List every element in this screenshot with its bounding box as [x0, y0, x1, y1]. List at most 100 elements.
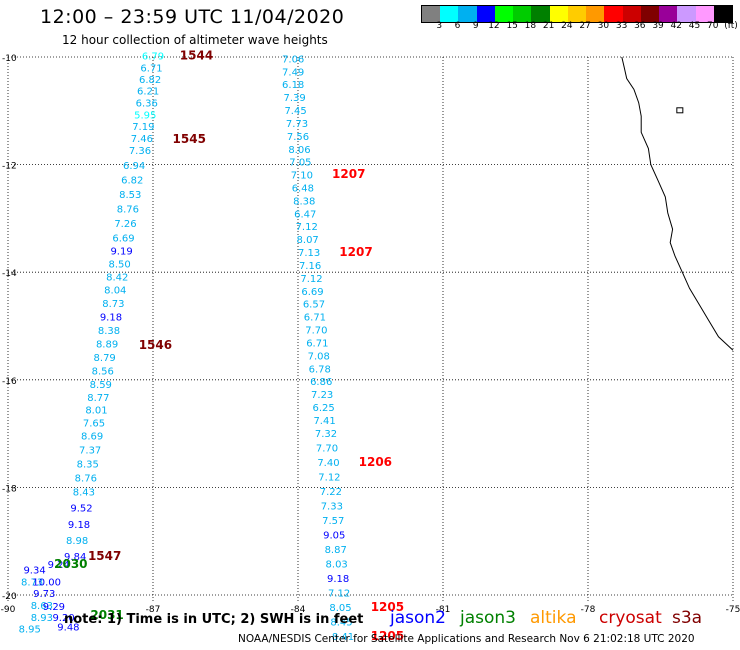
scale-label: 45 — [688, 21, 701, 31]
wave-height-value: 8.73 — [102, 299, 124, 310]
pass-time-label: 1205 — [371, 600, 404, 614]
wave-height-value: 8.69 — [81, 432, 103, 443]
lon-tick-label: -90 — [1, 605, 16, 615]
scale-swatch — [494, 6, 514, 22]
wave-height-value: 7.41 — [313, 416, 335, 427]
legend-jason3: jason3 — [460, 608, 516, 628]
scale-swatch — [622, 6, 641, 22]
wave-height-value: 7.05 — [289, 158, 311, 169]
scale-label: 39 — [652, 21, 664, 31]
wave-height-value: 8.59 — [90, 380, 112, 391]
legend-s3a: s3a — [672, 608, 703, 628]
wave-height-value: 6.48 — [292, 184, 314, 195]
lat-tick-label: -18 — [2, 484, 17, 494]
wave-height-value: 8.98 — [66, 536, 88, 547]
wave-height-value: 6.71 — [306, 338, 328, 349]
color-scale-labels: 3 6 9 12 15 18 21 24 27 30 33 36 39 42 45 70 (ft) — [421, 21, 737, 33]
wave-height-value: 8.04 — [104, 286, 126, 297]
wave-height-value: 9.05 — [323, 531, 345, 542]
wave-height-value: 6.71 — [304, 313, 326, 324]
wave-height-value: 6.94 — [123, 161, 145, 172]
wave-height-value: 8.38 — [293, 196, 315, 207]
wave-height-value: 5.95 — [134, 110, 156, 121]
wave-height-value: 7.65 — [83, 419, 105, 430]
wave-height-value: 8.07 — [297, 235, 319, 246]
scale-swatch — [677, 6, 696, 22]
wave-height-value: 9.18 — [68, 520, 90, 531]
wave-height-value: 8.79 — [94, 353, 116, 364]
map-grid — [7, 56, 734, 603]
wave-height-value: 7.12 — [328, 589, 350, 600]
wave-height-value: 7.23 — [311, 390, 333, 401]
wave-height-value: 8.63 — [31, 601, 53, 612]
wave-height-value: 7.49 — [282, 67, 304, 78]
pass-time-label: 1205 — [371, 629, 404, 643]
scale-swatch — [695, 6, 714, 22]
credit-line: NOAA/NESDIS Center for Satellite Applica… — [238, 633, 695, 645]
wave-height-value: 7.36 — [129, 146, 151, 157]
wave-height-value: 8.42 — [106, 272, 128, 283]
wave-height-value: 9.20 — [52, 613, 74, 624]
lon-tick-label: -78 — [581, 605, 596, 615]
wave-height-value: 6.18 — [282, 80, 304, 91]
wave-height-value: 6.69 — [112, 234, 134, 245]
wave-height-value: 9.84 — [64, 552, 86, 563]
scale-label: 21 — [542, 21, 555, 31]
wave-height-value: 9.24 — [48, 560, 70, 571]
scale-swatch — [604, 6, 623, 22]
lon-tick-label: -84 — [291, 605, 306, 615]
scale-label: 15 — [506, 21, 518, 31]
map-title: 12:00 – 23:59 UTC 11/04/2020 — [40, 6, 345, 28]
wave-height-value: 7.12 — [300, 274, 322, 285]
wave-height-value: 8.43 — [73, 487, 95, 498]
wave-height-value: 7.08 — [308, 351, 330, 362]
scale-swatch — [640, 6, 660, 22]
wave-height-value: 8.87 — [325, 545, 347, 556]
wave-height-value: 8.35 — [77, 459, 99, 470]
wave-height-value: 6.36 — [136, 98, 158, 109]
satellite-tracks: 6.796.716.826.216.365.957.197.467.366.94… — [19, 52, 354, 644]
wave-height-value: 8.93 — [31, 613, 53, 624]
wave-height-value: 7.13 — [298, 248, 320, 259]
wave-height-value: 6.57 — [303, 300, 325, 311]
wave-height-value: 10.00 — [32, 577, 61, 588]
scale-swatch — [659, 6, 678, 22]
wave-height-value: 7.06 — [282, 54, 304, 65]
wave-height-value: 7.10 — [291, 171, 313, 182]
scale-label: 18 — [524, 21, 537, 31]
wave-height-value: 7.45 — [284, 106, 306, 117]
scale-swatch — [713, 6, 732, 22]
wave-height-value: 6.47 — [294, 209, 316, 220]
scale-label: 9 — [472, 21, 479, 31]
scale-swatch — [586, 6, 605, 22]
scale-swatch — [513, 6, 532, 22]
wave-height-value: 8.76 — [117, 204, 139, 215]
wave-height-value: 8.77 — [87, 393, 109, 404]
pass-time-label: 1545 — [173, 132, 206, 146]
lon-tick-label: -81 — [436, 605, 451, 615]
scale-swatch — [531, 6, 550, 22]
scale-label: 27 — [579, 21, 591, 31]
wave-height-value: 9.18 — [100, 313, 122, 324]
wave-height-value: 8.56 — [92, 366, 114, 377]
wave-height-value: 9.52 — [70, 504, 92, 515]
lon-tick-label: -75 — [726, 605, 740, 615]
wave-height-value: 6.78 — [309, 364, 331, 375]
wave-height-value: 7.73 — [286, 119, 308, 130]
wave-height-value: 6.25 — [312, 403, 334, 414]
map-subtitle: 12 hour collection of altimeter wave hei… — [62, 33, 328, 47]
pass-time-label: 1207 — [332, 167, 365, 181]
wave-height-value: 9.48 — [57, 623, 79, 634]
wave-height-value: 9.34 — [23, 565, 45, 576]
pass-time-label: 2030 — [54, 557, 87, 571]
lat-tick-label: -16 — [2, 377, 17, 387]
wave-height-value: 7.70 — [316, 443, 338, 454]
lat-tick-label: -14 — [2, 269, 17, 279]
wave-height-value: 7.39 — [283, 93, 305, 104]
wave-height-value: 7.56 — [287, 132, 309, 143]
scale-label: 42 — [670, 21, 683, 31]
wave-height-value: 8.05 — [329, 603, 351, 614]
wave-height-value: 6.69 — [301, 287, 323, 298]
